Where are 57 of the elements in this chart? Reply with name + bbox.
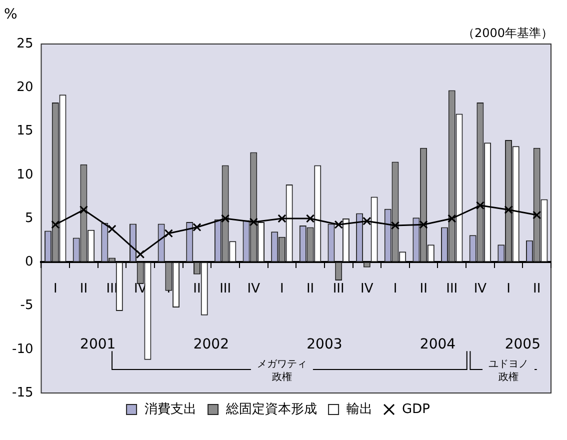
- x-tick-label: II: [193, 281, 201, 296]
- annotation: 2003: [306, 336, 342, 353]
- point: [164, 229, 173, 238]
- x-tick-label: II: [533, 281, 541, 296]
- point: [362, 216, 372, 226]
- annotation: 政権: [498, 370, 519, 383]
- x-tick-label: II: [420, 281, 428, 296]
- x-tick-label: III: [220, 281, 232, 296]
- x-tick-label: I: [53, 281, 58, 296]
- point: [419, 220, 428, 229]
- y-tick-label: 10: [16, 167, 34, 182]
- annotation: 2005: [504, 336, 540, 353]
- point: [306, 214, 315, 223]
- point: [79, 205, 88, 214]
- y-axis-title: %: [4, 6, 18, 23]
- x-tick-label: III: [332, 281, 344, 296]
- annotation: 2001: [80, 336, 116, 353]
- x-tick-label: III: [446, 281, 458, 296]
- annotation: 政権: [272, 370, 292, 383]
- point: [532, 210, 542, 220]
- x-tick-label: IV: [247, 281, 260, 296]
- point: [51, 220, 60, 229]
- y-tick-label: 5: [24, 210, 34, 226]
- annotation: 2002: [193, 336, 229, 353]
- point: [504, 205, 513, 214]
- legend-label: 総固定資本形成: [225, 402, 318, 417]
- x-tick-label: IV: [360, 281, 374, 296]
- x-tick-label: I: [280, 281, 284, 296]
- point: [192, 222, 202, 232]
- annotation: ユドヨノ: [488, 358, 529, 370]
- y-tick-label: -10: [12, 342, 34, 357]
- point: [448, 214, 456, 223]
- point: [390, 221, 400, 230]
- legend-label: 消費支出: [144, 402, 197, 417]
- x-tick-label: II: [80, 281, 88, 296]
- point: [108, 224, 116, 234]
- point: [221, 214, 230, 223]
- point: [136, 250, 145, 259]
- point: [476, 201, 484, 210]
- x-tick-label: II: [306, 281, 314, 296]
- y-tick-label: -15: [12, 385, 34, 400]
- x-tick-label: I: [506, 281, 510, 296]
- annotation: メガワティ: [256, 358, 307, 370]
- annotation: 2004: [420, 336, 456, 353]
- y-tick-label: 0: [24, 254, 34, 270]
- y-tick-label: 25: [16, 36, 34, 52]
- x-tick-label: I: [393, 281, 398, 296]
- y-tick-label: -5: [20, 298, 34, 314]
- point: [334, 220, 343, 229]
- y-tick-label: 20: [16, 80, 34, 95]
- point: [278, 214, 286, 223]
- legend-label: 輸出: [346, 402, 373, 417]
- text: （2000年基準）: [462, 26, 553, 40]
- x-tick-label: IV: [474, 281, 487, 296]
- y-tick-label: 15: [16, 124, 34, 139]
- point: [249, 218, 258, 226]
- legend-label: GDP: [402, 402, 430, 417]
